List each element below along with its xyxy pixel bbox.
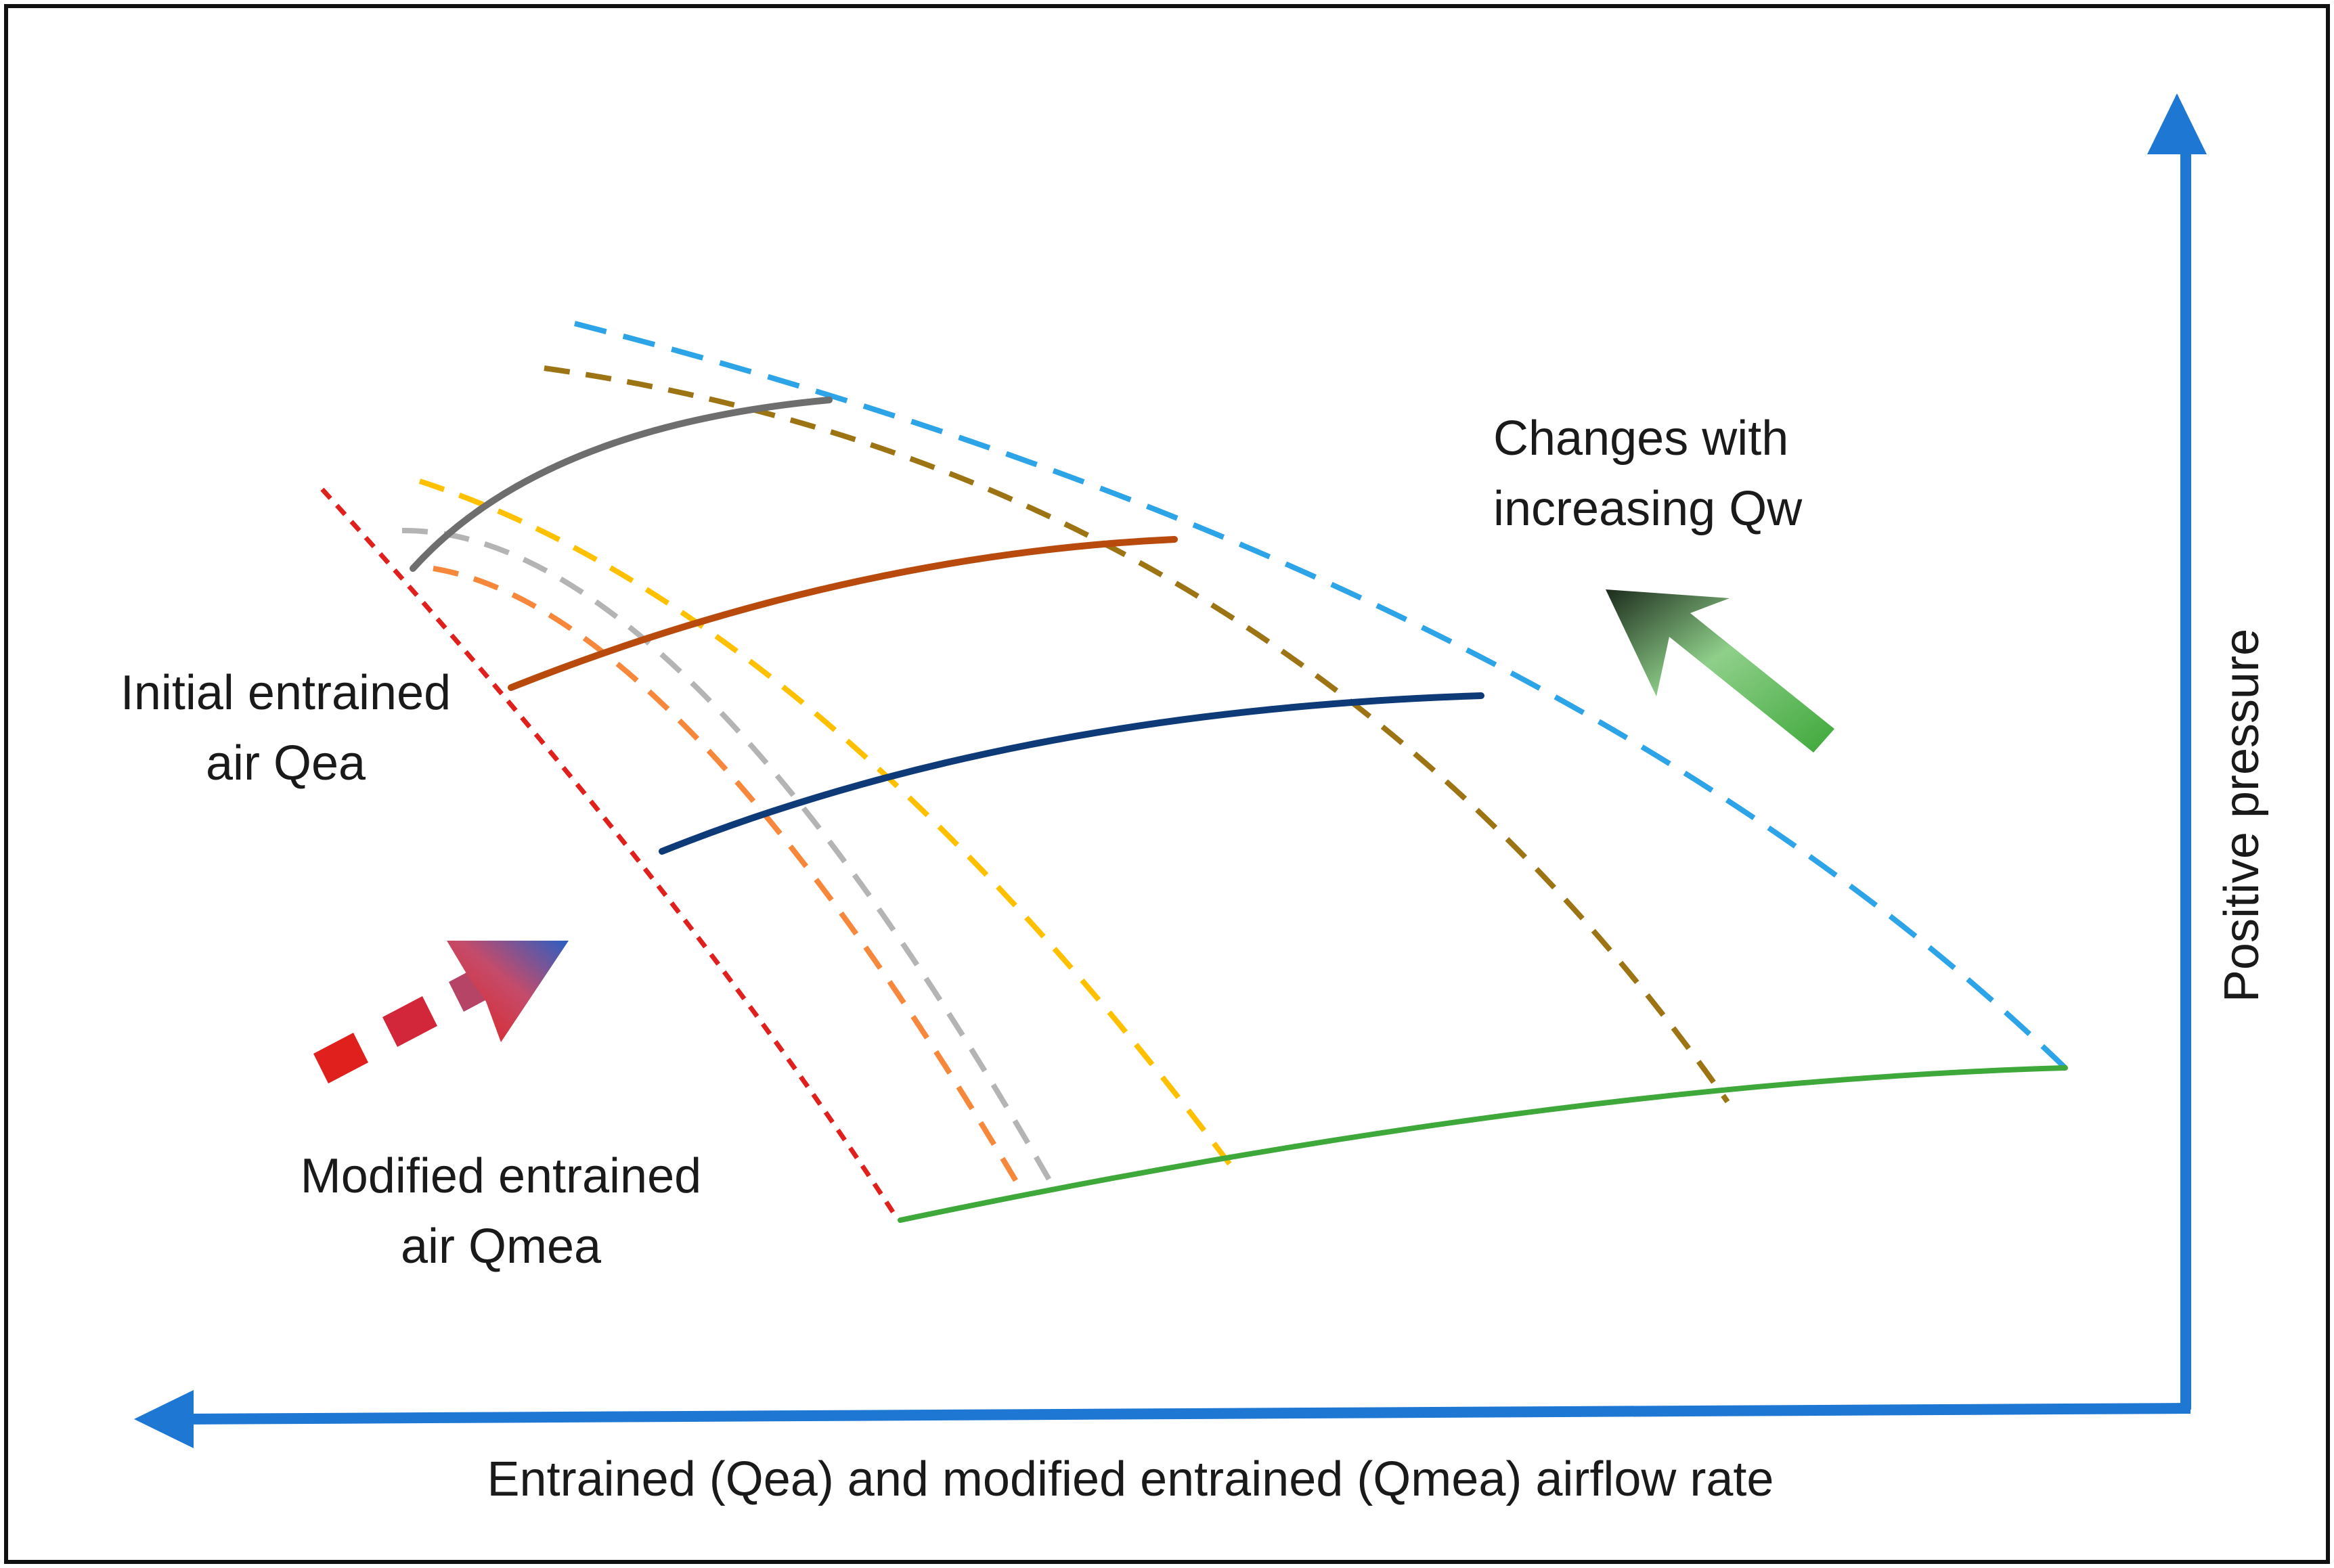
axes [134, 93, 2207, 1448]
initial-entrained-label-line1: Initial entrained [120, 666, 451, 720]
changes-qw-label-line1: Changes with [1493, 411, 1788, 466]
changes-qw-label-line2: increasing Qw [1493, 482, 1803, 536]
rust-solid-curve [508, 536, 1178, 691]
modified-entrained-label-line1: Modified entrained [301, 1149, 701, 1203]
x-axis-line [182, 1403, 2191, 1425]
red-dotted-boundary-curve [320, 487, 899, 1219]
navy-solid-curve [659, 692, 1484, 855]
modified-entrained-label-line2: air Qmea [401, 1219, 602, 1274]
text-labels: Entrained (Qea) and modified entrained (… [120, 411, 2269, 1506]
dark-gold-dashed-curve [544, 365, 1730, 1104]
dashed-curves [320, 321, 2067, 1219]
light-blue-dashed-envelope [574, 321, 2067, 1070]
green-gradient-arrow-icon [1606, 589, 1834, 753]
figure-frame [4, 4, 2330, 1564]
yellow-dashed-curve [418, 478, 1233, 1167]
orange-dashed-curve [433, 566, 1021, 1188]
gray-solid-curve [410, 397, 833, 572]
initial-entrained-label-line2: air Qea [206, 736, 366, 790]
x-axis-arrowhead [134, 1390, 194, 1448]
green-solid-base-curve [898, 1065, 2068, 1223]
gray-dashed-curve [401, 527, 1055, 1187]
y-axis-label: Positive pressure [2215, 629, 2269, 1002]
solid-curves [410, 397, 2068, 1223]
y-axis-arrowhead [2147, 93, 2207, 154]
red-to-blue-dashed-arrow-icon [313, 941, 569, 1083]
x-axis-label: Entrained (Qea) and modified entrained (… [487, 1452, 1774, 1506]
